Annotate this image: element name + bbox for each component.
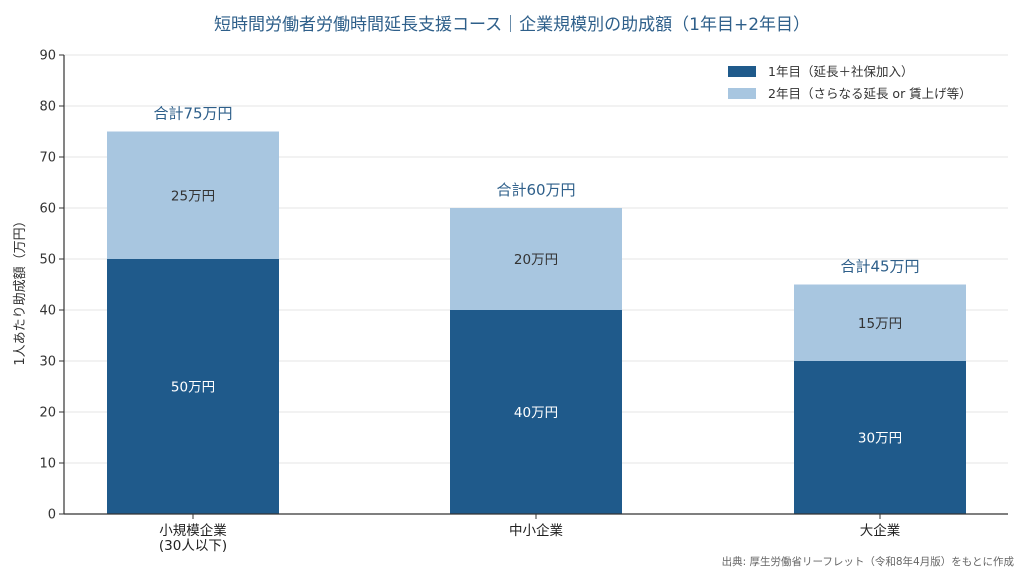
y-tick-label: 0 [48, 508, 56, 523]
y-tick-label: 80 [39, 100, 56, 115]
bar-label-year1: 40万円 [514, 405, 558, 421]
bar-segment-year2 [107, 131, 279, 259]
source-note: 出典: 厚生労働省リーフレット（令和8年4月版）をもとに作成 [722, 555, 1015, 568]
x-tick-label: (30人以下) [159, 538, 227, 554]
y-tick-label: 20 [39, 406, 56, 421]
bar-segment-year2 [794, 284, 966, 361]
bar-label-year2: 20万円 [514, 252, 558, 268]
y-axis-label: 1人あたり助成額（万円） [13, 214, 28, 365]
chart-title: 短時間労働者労働時間延長支援コース｜企業規模別の助成額（1年目+2年目） [214, 15, 810, 35]
total-label: 合計75万円 [153, 105, 232, 123]
y-tick-label: 40 [39, 304, 56, 319]
bar-label-year1: 50万円 [171, 380, 215, 396]
y-tick-label: 90 [39, 49, 56, 64]
y-tick-label: 70 [39, 151, 56, 166]
legend-label: 1年目（延長＋社保加入） [768, 64, 913, 79]
bar-segment-year1 [450, 310, 622, 514]
bar-label-year2: 15万円 [858, 316, 902, 332]
bar-segment-year2 [450, 208, 622, 310]
legend: 1年目（延長＋社保加入） 2年目（さらなる延長 or 賃上げ等） [728, 64, 972, 101]
bar-segment-year1 [794, 361, 966, 514]
y-tick-label: 10 [39, 457, 56, 472]
y-tick-label: 60 [39, 202, 56, 217]
data-labels: 50万円 25万円 合計75万円 40万円 20万円 合計60万円 30万円 15万円 合計45… [153, 105, 919, 447]
total-label: 合計60万円 [496, 181, 575, 199]
y-tick-label: 50 [39, 253, 56, 268]
axes: 0 10 20 30 40 50 60 70 80 90 小規模企業(30人以下) 中小企業 大企業 [39, 49, 1008, 554]
x-tick-label: 小規模企業 [159, 522, 227, 539]
x-tick-label: 中小企業 [509, 522, 563, 539]
legend-swatch [728, 66, 756, 77]
bars [107, 131, 966, 514]
bar-label-year1: 30万円 [858, 431, 902, 447]
x-tick-label: 大企業 [860, 522, 901, 539]
bar-segment-year1 [107, 259, 279, 514]
legend-swatch [728, 88, 756, 99]
bar-label-year2: 25万円 [171, 188, 215, 204]
y-tick-label: 30 [39, 355, 56, 370]
legend-label: 2年目（さらなる延長 or 賃上げ等） [768, 86, 972, 101]
total-label: 合計45万円 [840, 258, 919, 276]
